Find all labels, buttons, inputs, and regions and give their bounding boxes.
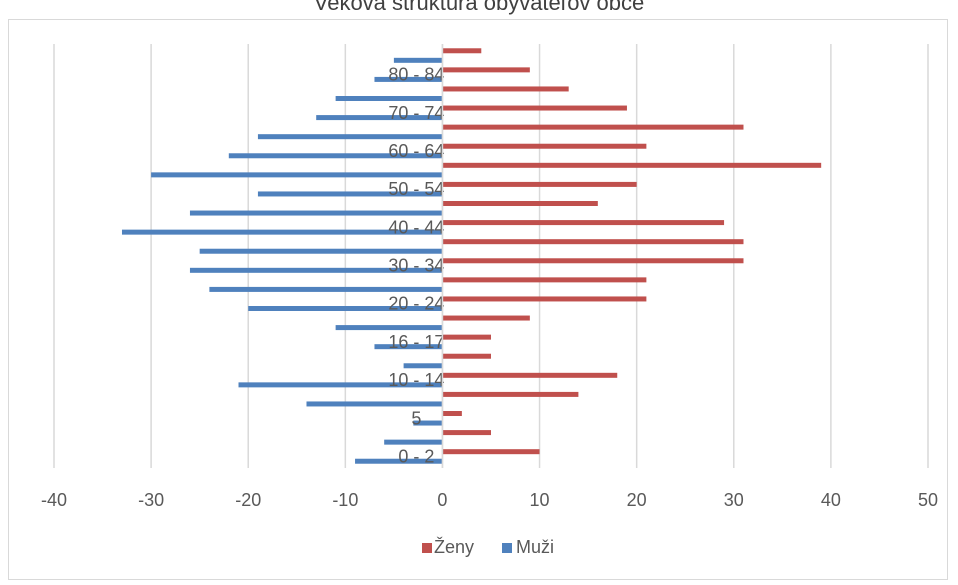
bar-zeny — [442, 67, 530, 73]
bar-zeny — [442, 220, 725, 226]
bar-muzi — [189, 267, 443, 273]
bar-muzi — [151, 172, 443, 178]
legend-label-zeny: Ženy — [434, 537, 474, 557]
bar-muzi — [121, 229, 443, 235]
category-label: 70 - 74 — [388, 103, 444, 123]
bar-muzi — [316, 115, 443, 121]
x-tick-label: 30 — [724, 490, 744, 510]
bar-muzi — [335, 96, 443, 101]
legend-swatch-muzi — [502, 543, 512, 553]
bar-zeny — [442, 239, 744, 245]
bar-muzi — [238, 382, 443, 388]
bar-muzi — [374, 76, 443, 82]
x-tick-label: -20 — [235, 490, 261, 510]
x-tick-label: 40 — [821, 490, 841, 510]
x-tick-label: 10 — [530, 490, 550, 510]
bar-zeny — [442, 315, 530, 321]
bar-zeny — [442, 86, 569, 92]
chart-frame — [8, 19, 948, 580]
x-tick-label: -30 — [138, 490, 164, 510]
bar-zeny — [442, 449, 540, 455]
bar-zeny — [442, 277, 647, 283]
bar-muzi — [248, 306, 443, 311]
category-label: 80 - 84 — [388, 65, 444, 85]
category-label: 16 - 17 — [388, 332, 444, 352]
bar-zeny — [442, 372, 618, 378]
bar-zeny — [442, 181, 637, 187]
category-label: 30 - 34 — [388, 256, 444, 276]
bar-zeny — [442, 353, 491, 359]
bar-muzi — [257, 191, 443, 197]
bar-muzi — [384, 439, 443, 445]
bar-muzi — [199, 248, 443, 254]
bar-zeny — [442, 162, 822, 168]
chart-title: Veková štruktúra obyvateľov obce — [313, 0, 645, 15]
category-label: 60 - 64 — [388, 141, 444, 161]
bar-zeny — [442, 143, 647, 149]
category-label: 50 - 54 — [388, 179, 444, 199]
category-label: 0 - 2 — [398, 446, 434, 466]
category-label: 20 - 24 — [388, 294, 444, 314]
legend-label-muzi: Muži — [516, 537, 554, 557]
x-tick-label: -40 — [41, 490, 67, 510]
x-tick-label: -10 — [332, 490, 358, 510]
bar-muzi — [209, 286, 443, 292]
bar-muzi — [335, 325, 443, 331]
category-label: 40 - 44 — [388, 217, 444, 237]
bar-zeny — [442, 105, 627, 111]
bar-muzi — [393, 57, 443, 63]
bar-muzi — [355, 458, 443, 464]
bar-zeny — [442, 411, 462, 416]
bar-muzi — [257, 134, 443, 140]
x-tick-label: 0 — [437, 490, 447, 510]
category-label: 5 — [411, 408, 421, 428]
bar-zeny — [442, 296, 647, 302]
bar-muzi — [189, 210, 443, 216]
legend-swatch-zeny — [422, 543, 432, 553]
x-tick-label: 50 — [918, 490, 938, 510]
bar-zeny — [442, 391, 579, 397]
bar-zeny — [442, 48, 482, 54]
category-label: 10 - 14 — [388, 370, 444, 390]
bar-muzi — [413, 420, 443, 426]
bar-zeny — [442, 258, 744, 264]
bar-muzi — [306, 401, 443, 407]
bar-zeny — [442, 334, 491, 340]
x-tick-label: 20 — [627, 490, 647, 510]
bar-zeny — [442, 201, 598, 206]
bar-muzi — [228, 153, 443, 159]
bar-zeny — [442, 430, 491, 436]
bar-muzi — [374, 344, 443, 350]
bar-zeny — [442, 124, 744, 130]
bar-muzi — [403, 363, 443, 369]
